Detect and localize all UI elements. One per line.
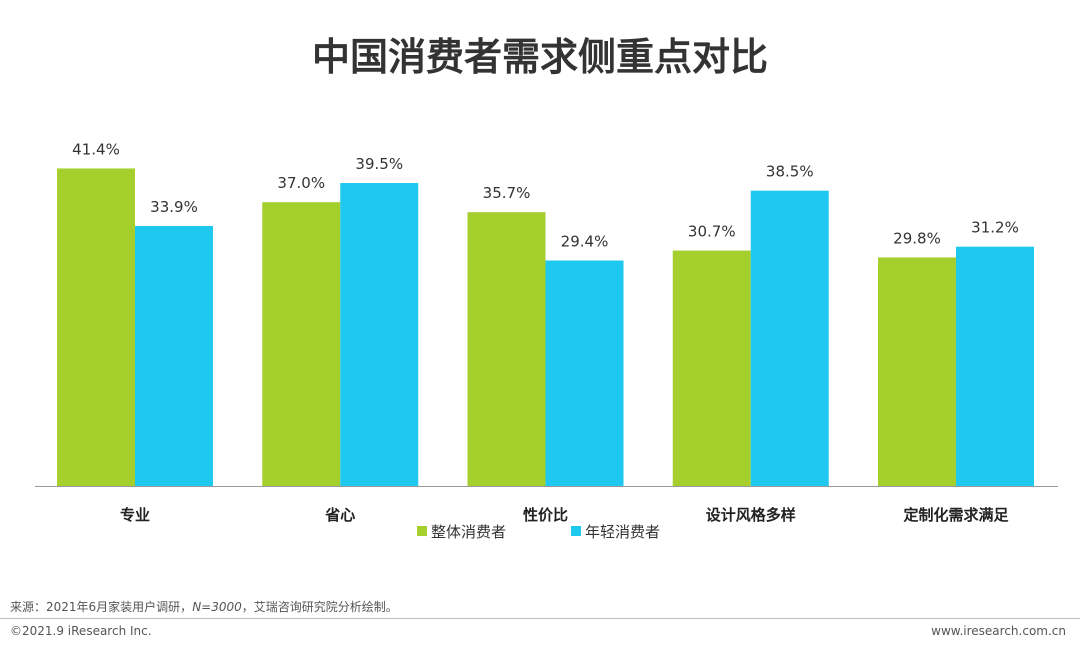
value-label-overall-3: 30.7%: [688, 223, 736, 241]
value-label-young-3: 38.5%: [766, 163, 814, 181]
value-label-overall-0: 41.4%: [72, 140, 120, 158]
category-label-3: 设计风格多样: [706, 506, 796, 524]
legend-label-overall: 整体消费者: [431, 523, 506, 541]
value-label-young-0: 33.9%: [150, 198, 198, 216]
bar-chart: 中国消费者需求侧重点对比 41.4% 33.9% 37.0% 39.5% 35.7% 29…: [35, 35, 1058, 541]
category-label-4: 定制化需求满足: [903, 506, 1009, 524]
bar-young-3: [750, 190, 829, 486]
bar-young-2: [545, 260, 624, 486]
website-link[interactable]: www.iresearch.com.cn: [931, 624, 1066, 638]
category-labels-group: 专业 省心 性价比 设计风格多样 定制化需求满足: [120, 506, 1010, 524]
chart-title: 中国消费者需求侧重点对比: [312, 35, 768, 79]
bar-overall-3: [672, 250, 751, 486]
footer-divider: [0, 618, 1080, 619]
legend-swatch-overall: [417, 526, 427, 536]
bar-overall-1: [262, 202, 341, 486]
category-label-2: 性价比: [523, 506, 568, 524]
legend: 整体消费者 年轻消费者: [417, 523, 660, 541]
source-prefix: 来源：2021年6月家装用户调研，: [10, 600, 193, 614]
bars-group: [57, 168, 1034, 486]
copyright: ©2021.9 iResearch Inc.: [10, 624, 152, 638]
value-label-young-1: 39.5%: [355, 155, 403, 173]
value-labels-group: 41.4% 33.9% 37.0% 39.5% 35.7% 29.4% 30.7% 38.5%…: [72, 140, 1019, 250]
bar-overall-4: [878, 257, 956, 486]
value-label-young-4: 31.2%: [971, 219, 1019, 237]
legend-swatch-young: [571, 526, 581, 536]
category-label-1: 省心: [324, 506, 355, 524]
source-note: 来源：2021年6月家装用户调研，N=3000，艾瑞咨询研究院分析绘制。: [10, 598, 398, 615]
category-label-0: 专业: [120, 506, 150, 524]
value-label-overall-1: 37.0%: [277, 174, 325, 192]
legend-label-young: 年轻消费者: [585, 523, 660, 541]
source-sample-size: N=3000: [192, 600, 242, 614]
value-label-overall-4: 29.8%: [893, 229, 941, 247]
value-label-overall-2: 35.7%: [483, 184, 531, 202]
bar-young-0: [135, 225, 213, 486]
bar-overall-2: [467, 212, 546, 486]
value-label-young-2: 29.4%: [561, 233, 609, 251]
source-suffix: ，艾瑞咨询研究院分析绘制。: [241, 600, 398, 614]
bar-young-4: [956, 246, 1034, 486]
bar-young-1: [340, 183, 419, 486]
bar-overall-0: [57, 168, 135, 486]
